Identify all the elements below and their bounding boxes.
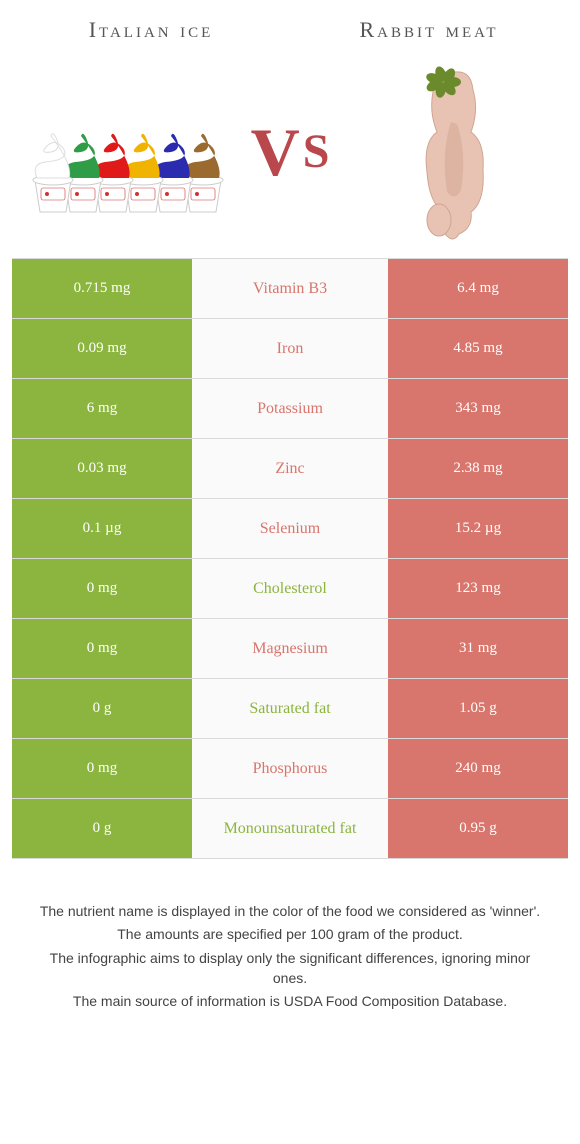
- footer-line: The main source of information is USDA F…: [32, 991, 548, 1011]
- left-value: 0 g: [12, 679, 192, 738]
- left-value: 0 g: [12, 799, 192, 858]
- footer-line: The nutrient name is displayed in the co…: [32, 901, 548, 921]
- table-row: 0 mgMagnesium31 mg: [12, 619, 568, 679]
- left-value: 0.03 mg: [12, 439, 192, 498]
- right-value: 1.05 g: [388, 679, 568, 738]
- rabbit-meat-illustration: [345, 52, 560, 252]
- right-value: 343 mg: [388, 379, 568, 438]
- nutrient-label: Iron: [192, 319, 388, 378]
- left-value: 0 mg: [12, 739, 192, 798]
- right-value: 6.4 mg: [388, 259, 568, 318]
- nutrient-label: Magnesium: [192, 619, 388, 678]
- vs-v: V: [251, 118, 300, 186]
- left-value: 0 mg: [12, 619, 192, 678]
- comparison-table: 0.715 mgVitamin B36.4 mg0.09 mgIron4.85 …: [12, 258, 568, 859]
- nutrient-label: Potassium: [192, 379, 388, 438]
- nutrient-label: Vitamin B3: [192, 259, 388, 318]
- table-row: 0 gMonounsaturated fat0.95 g: [12, 799, 568, 859]
- hero-row: V S: [12, 52, 568, 252]
- nutrient-label: Cholesterol: [192, 559, 388, 618]
- table-row: 6 mgPotassium343 mg: [12, 379, 568, 439]
- title-right: Rabbit meat: [290, 17, 568, 43]
- right-value: 0.95 g: [388, 799, 568, 858]
- table-row: 0.09 mgIron4.85 mg: [12, 319, 568, 379]
- left-value: 0.09 mg: [12, 319, 192, 378]
- footer-line: The amounts are specified per 100 gram o…: [32, 924, 548, 944]
- right-value: 4.85 mg: [388, 319, 568, 378]
- table-row: 0.03 mgZinc2.38 mg: [12, 439, 568, 499]
- table-row: 0.715 mgVitamin B36.4 mg: [12, 259, 568, 319]
- nutrient-label: Saturated fat: [192, 679, 388, 738]
- nutrient-label: Selenium: [192, 499, 388, 558]
- nutrient-label: Zinc: [192, 439, 388, 498]
- table-row: 0 mgPhosphorus240 mg: [12, 739, 568, 799]
- right-value: 240 mg: [388, 739, 568, 798]
- left-value: 6 mg: [12, 379, 192, 438]
- nutrient-label: Phosphorus: [192, 739, 388, 798]
- right-value: 2.38 mg: [388, 439, 568, 498]
- right-value: 31 mg: [388, 619, 568, 678]
- table-row: 0 gSaturated fat1.05 g: [12, 679, 568, 739]
- table-row: 0 mgCholesterol123 mg: [12, 559, 568, 619]
- nutrient-label: Monounsaturated fat: [192, 799, 388, 858]
- right-value: 15.2 µg: [388, 499, 568, 558]
- title-left: Italian ice: [12, 17, 290, 43]
- footer-line: The infographic aims to display only the…: [32, 948, 548, 989]
- italian-ice-illustration: [20, 77, 235, 227]
- left-value: 0.715 mg: [12, 259, 192, 318]
- left-value: 0.1 µg: [12, 499, 192, 558]
- vs-badge: V S: [251, 118, 330, 186]
- titles-row: Italian ice Rabbit meat: [12, 8, 568, 52]
- right-value: 123 mg: [388, 559, 568, 618]
- left-value: 0 mg: [12, 559, 192, 618]
- footer-notes: The nutrient name is displayed in the co…: [12, 901, 568, 1011]
- table-row: 0.1 µgSelenium15.2 µg: [12, 499, 568, 559]
- vs-s: S: [303, 128, 330, 176]
